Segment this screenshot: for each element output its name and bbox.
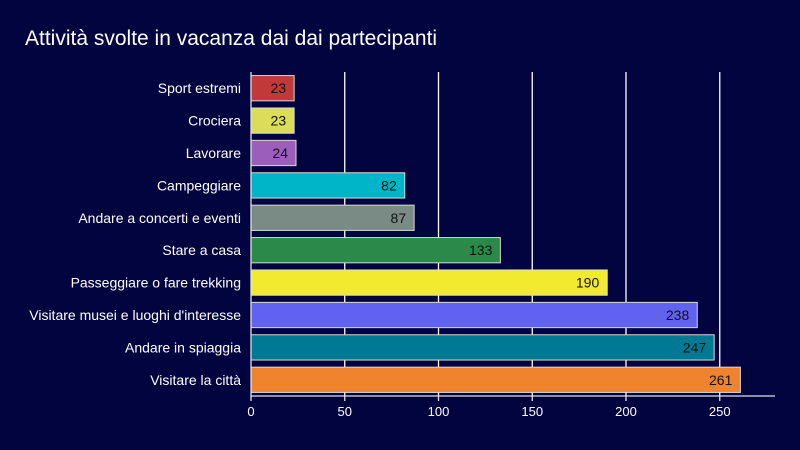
x-tick-label: 250 [709,404,731,419]
bar [250,366,741,393]
x-tick-label: 50 [338,404,352,419]
category-label: Lavorare [186,145,241,161]
chart-title: Attività svolte in vacanza dai dai parte… [25,27,438,50]
data-label: 190 [576,275,600,291]
bar [250,269,608,296]
data-label: 238 [666,307,690,323]
data-label: 82 [381,177,397,193]
category-label: Crociera [188,113,241,129]
data-label: 261 [709,372,733,388]
bar [250,301,698,329]
category-label: Campeggiare [157,177,241,193]
data-label: 87 [391,210,407,226]
data-label: 133 [469,242,493,258]
data-label: 247 [683,339,707,355]
x-tick-label: 0 [247,404,254,419]
x-tick-label: 150 [521,404,543,419]
category-label: Passeggiare o fare trekking [71,275,241,291]
category-label: Sport estremi [158,80,241,96]
category-label: Andare a concerti e eventi [78,210,241,226]
data-label: 24 [272,145,288,161]
x-tick-label: 100 [428,404,450,419]
category-label: Stare a casa [162,242,241,258]
bar [250,107,295,134]
x-tick-label: 200 [615,404,637,419]
category-label: Visitare la città [150,372,241,388]
data-label: 23 [271,80,287,96]
bar [250,237,501,264]
bar [250,204,415,231]
bar [250,334,715,361]
bar [250,139,297,167]
data-label: 23 [271,113,287,129]
category-label: Andare in spiaggia [125,339,241,355]
category-label: Visitare musei e luoghi d'interesse [29,307,241,323]
